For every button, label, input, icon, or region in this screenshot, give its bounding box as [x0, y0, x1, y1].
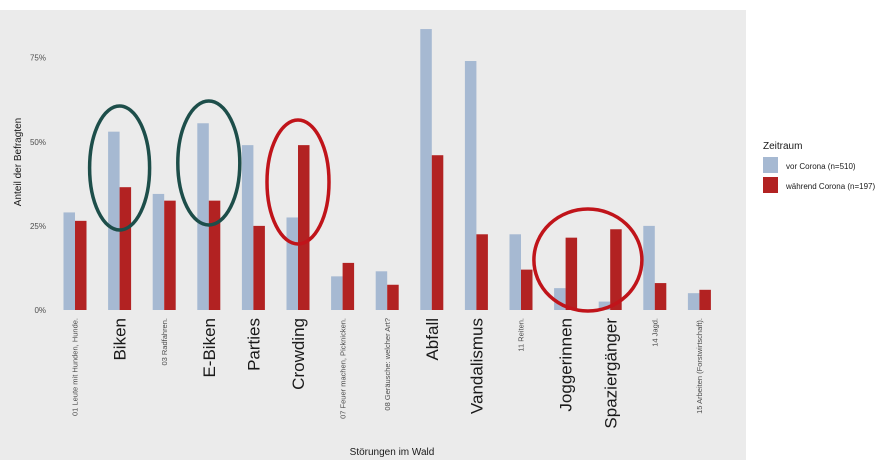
y-tick-label: 50% [30, 138, 46, 147]
bar-e-biken-vor-corona [197, 123, 209, 310]
x-axis-title: Störungen im Wald [350, 447, 435, 458]
bar-abfall-vor-corona [420, 29, 432, 311]
bar-03-radfahren-waehrend-corona [164, 200, 176, 310]
x-tick-label-11-reiten: 11 Reiten. [517, 318, 526, 352]
bar-crowding-waehrend-corona [298, 145, 310, 310]
bar-parties-waehrend-corona [253, 225, 265, 310]
x-tick-label-crowding: Crowding [289, 318, 308, 390]
y-tick-label: 75% [30, 54, 46, 63]
y-axis: 0% 25% 50% 75% [30, 54, 46, 315]
bar-biken-vor-corona [108, 131, 120, 310]
bar-vandalismus-vor-corona [464, 61, 477, 311]
x-tick-label-01-leute-mit-hunden-hunde: 01 Leute mit Hunden, Hunde. [71, 318, 80, 416]
y-tick-label: 25% [30, 222, 46, 231]
x-tick-label-07-feuer-machen-picknicken: 07 Feuer machen, Picknicken. [338, 318, 347, 419]
y-tick-label: 0% [34, 306, 46, 315]
x-tick-label-biken: Biken [111, 318, 130, 361]
bar-15-arbeiten-forstwirtschaft-vor-corona [687, 293, 700, 310]
x-tick-label-08-ger-usche-welcher-art: 08 Geräusche: welcher Art? [383, 318, 392, 411]
x-tick-label-15-arbeiten-forstwirtschaft: 15 Arbeiten (Forstwirtschaft). [695, 318, 704, 414]
legend: Zeitraum vor Corona (n=510) während Coro… [763, 141, 876, 193]
x-tick-label-03-radfahren: 03 Radfahren. [160, 318, 169, 366]
bar-parties-vor-corona [241, 145, 254, 310]
x-tick-label-abfall: Abfall [423, 318, 442, 361]
bars [63, 29, 711, 311]
annotation-ellipse-joggerinnen-spazierg-nger [532, 207, 644, 313]
bar-abfall-waehrend-corona [431, 155, 444, 310]
x-tick-label-e-biken: E-Biken [200, 318, 219, 378]
legend-title: Zeitraum [763, 141, 802, 152]
bar-e-biken-waehrend-corona [208, 200, 221, 310]
annotation-ellipse-biken [87, 104, 152, 232]
x-tick-label-vandalismus: Vandalismus [468, 318, 487, 414]
x-tick-label-joggerinnen: Joggerinnen [557, 318, 576, 412]
bar-11-reiten-waehrend-corona [521, 269, 533, 310]
bar-14-jagd-waehrend-corona [654, 283, 667, 310]
bar-spazierg-nger-waehrend-corona [610, 229, 622, 310]
bar-crowding-vor-corona [286, 217, 298, 310]
x-tick-label-parties: Parties [245, 318, 264, 371]
bar-vandalismus-waehrend-corona [476, 234, 488, 310]
bar-03-radfahren-vor-corona [152, 193, 165, 310]
bar-07-feuer-machen-picknicken-vor-corona [331, 276, 343, 310]
bar-spazierg-nger-vor-corona [598, 301, 611, 310]
bar-biken-waehrend-corona [119, 187, 132, 310]
annotation-ellipse-crowding [265, 118, 331, 246]
bar-11-reiten-vor-corona [509, 234, 521, 310]
x-tick-label-14-jagd: 14 Jagd. [651, 318, 660, 347]
x-axis: 01 Leute mit Hunden, Hunde. Biken 03 Radfa… [71, 318, 704, 429]
bar-08-ger-usche-welcher-art-vor-corona [375, 271, 388, 310]
legend-swatch-vor-corona [763, 157, 778, 173]
bar-14-jagd-vor-corona [643, 225, 655, 310]
annotations [87, 99, 644, 313]
y-axis-title: Anteil der Befragten [13, 118, 24, 206]
legend-label-vor-corona: vor Corona (n=510) [786, 162, 856, 171]
x-tick-label-spazierg-nger: Spaziergänger [601, 318, 620, 429]
legend-label-waehrend-corona: während Corona (n=197) [785, 182, 876, 191]
bar-01-leute-mit-hunden-hunde-vor-corona [63, 212, 75, 310]
bar-08-ger-usche-welcher-art-waehrend-corona [387, 284, 399, 310]
bar-joggerinnen-waehrend-corona [565, 237, 578, 310]
bar-07-feuer-machen-picknicken-waehrend-corona [342, 262, 355, 310]
bar-joggerinnen-vor-corona [554, 288, 566, 310]
bar-01-leute-mit-hunden-hunde-waehrend-corona [75, 220, 87, 310]
legend-swatch-waehrend-corona [763, 177, 778, 193]
annotation-ellipse-e-biken [176, 99, 242, 227]
bar-15-arbeiten-forstwirtschaft-waehrend-corona [699, 289, 711, 310]
